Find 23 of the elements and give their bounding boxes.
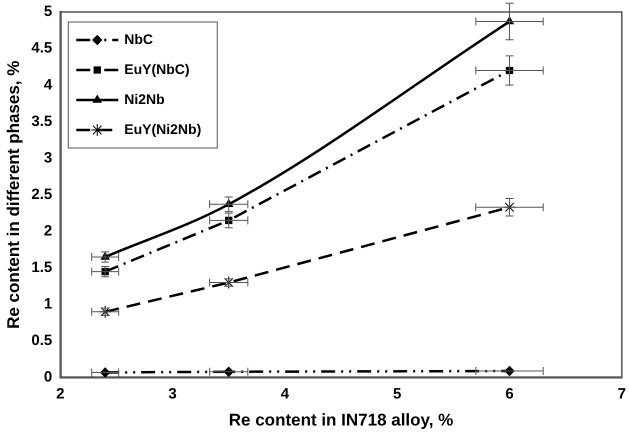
x-tick-label: 4: [280, 386, 290, 403]
y-tick-label: 2: [44, 222, 52, 240]
y-tick-label: 1: [44, 296, 52, 313]
y-axis-title: Re content in different phases, %: [4, 60, 23, 329]
x-tick-label: 3: [168, 386, 177, 403]
legend-label: EuY(Ni2Nb): [124, 120, 202, 137]
x-tick-label: 6: [505, 386, 514, 403]
y-tick-label: 3.5: [31, 112, 52, 130]
y-tick-label: 0.5: [31, 332, 52, 350]
x-tick-label: 2: [56, 386, 64, 403]
legend-label: Ni2Nb: [124, 90, 165, 107]
y-tick-label: 5: [44, 3, 52, 20]
y-tick-label: 4: [44, 76, 53, 94]
y-tick-label: 4.5: [31, 40, 52, 57]
x-tick-label: 5: [393, 386, 402, 403]
legend-label: NbC: [124, 30, 154, 47]
legend-label: EuY(NbC): [124, 60, 190, 77]
x-tick-label: 7: [618, 386, 626, 403]
y-tick-label: 2.5: [31, 186, 52, 203]
y-tick-label: 1.5: [31, 259, 52, 276]
y-tick-label: 3: [44, 149, 52, 166]
y-tick-label: 0: [44, 368, 52, 386]
x-axis-title: Re content in IN718 alloy, %: [228, 410, 454, 430]
